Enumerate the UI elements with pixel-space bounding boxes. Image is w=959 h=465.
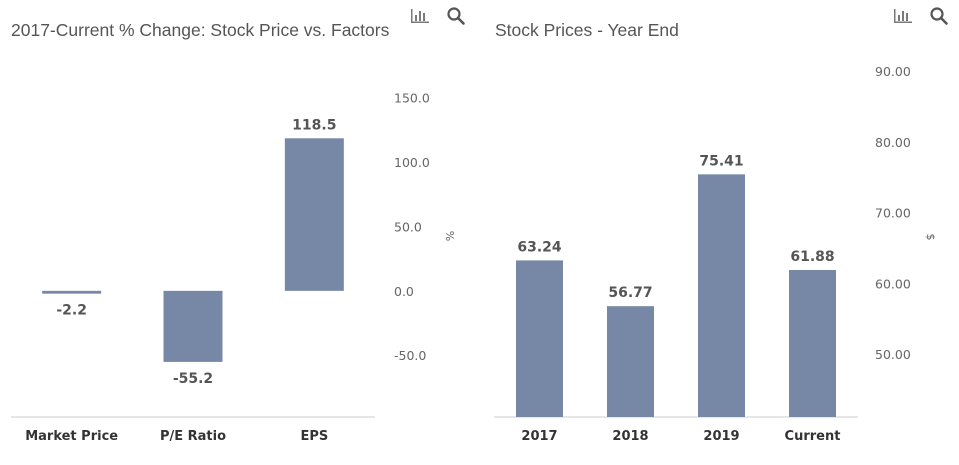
data-label: 61.88 xyxy=(790,249,834,265)
category-label: 2019 xyxy=(703,429,739,444)
bar-chart-icon[interactable] xyxy=(892,5,914,27)
category-label: EPS xyxy=(300,429,328,444)
magnifier-icon[interactable] xyxy=(928,5,950,27)
data-label: 56.77 xyxy=(608,285,652,301)
y-tick-label: 80.00 xyxy=(875,135,911,150)
category-label: Current xyxy=(785,429,841,444)
bar xyxy=(284,138,344,291)
bar xyxy=(163,290,223,362)
y-axis-label: $ xyxy=(924,234,937,241)
y-tick-label: 70.00 xyxy=(875,206,911,221)
chart-title: 2017-Current % Change: Stock Price vs. F… xyxy=(11,20,390,40)
data-label: 63.24 xyxy=(517,239,562,255)
y-tick-label: 150.0 xyxy=(394,91,430,106)
y-tick-label: 60.00 xyxy=(875,276,911,291)
chart-title: Stock Prices - Year End xyxy=(495,20,679,40)
category-label: P/E Ratio xyxy=(160,429,226,444)
bar xyxy=(789,270,836,417)
bar xyxy=(42,290,102,294)
bar xyxy=(607,306,654,417)
chart-toolbar xyxy=(409,5,467,27)
category-label: Market Price xyxy=(25,429,118,444)
y-tick-label: 0.0 xyxy=(394,284,414,299)
y-tick-label: 50.00 xyxy=(875,347,911,362)
data-label: 75.41 xyxy=(699,153,743,169)
percent-change-bar-chart: 150.0 100.0 50.0 0.0 -50.0% -2.2 Market Price -… xyxy=(11,91,456,444)
bar xyxy=(516,260,563,417)
bar-chart-icon[interactable] xyxy=(409,5,431,27)
category-label: 2018 xyxy=(612,429,648,444)
chart-toolbar xyxy=(892,5,950,27)
y-tick-label: 90.00 xyxy=(875,64,911,79)
y-tick-label: 100.0 xyxy=(394,155,430,170)
data-label: 118.5 xyxy=(292,117,336,133)
bar xyxy=(698,174,745,417)
magnifier-icon[interactable] xyxy=(445,5,467,27)
data-label: -2.2 xyxy=(56,303,87,319)
y-tick-label: -50.0 xyxy=(394,348,426,363)
left-chart-panel: 2017-Current % Change: Stock Price vs. F… xyxy=(0,0,470,465)
right-chart-panel: Stock Prices - Year End 90.00 80.00 70.00 6… xyxy=(483,0,959,465)
data-label: -55.2 xyxy=(173,371,213,387)
category-label: 2017 xyxy=(521,429,557,444)
stock-price-bar-chart: 90.00 80.00 70.00 60.00 50.00 $63.24 2017 56.77… xyxy=(494,64,937,444)
y-tick-label: 50.0 xyxy=(394,219,422,234)
y-axis-label: % xyxy=(443,231,456,241)
